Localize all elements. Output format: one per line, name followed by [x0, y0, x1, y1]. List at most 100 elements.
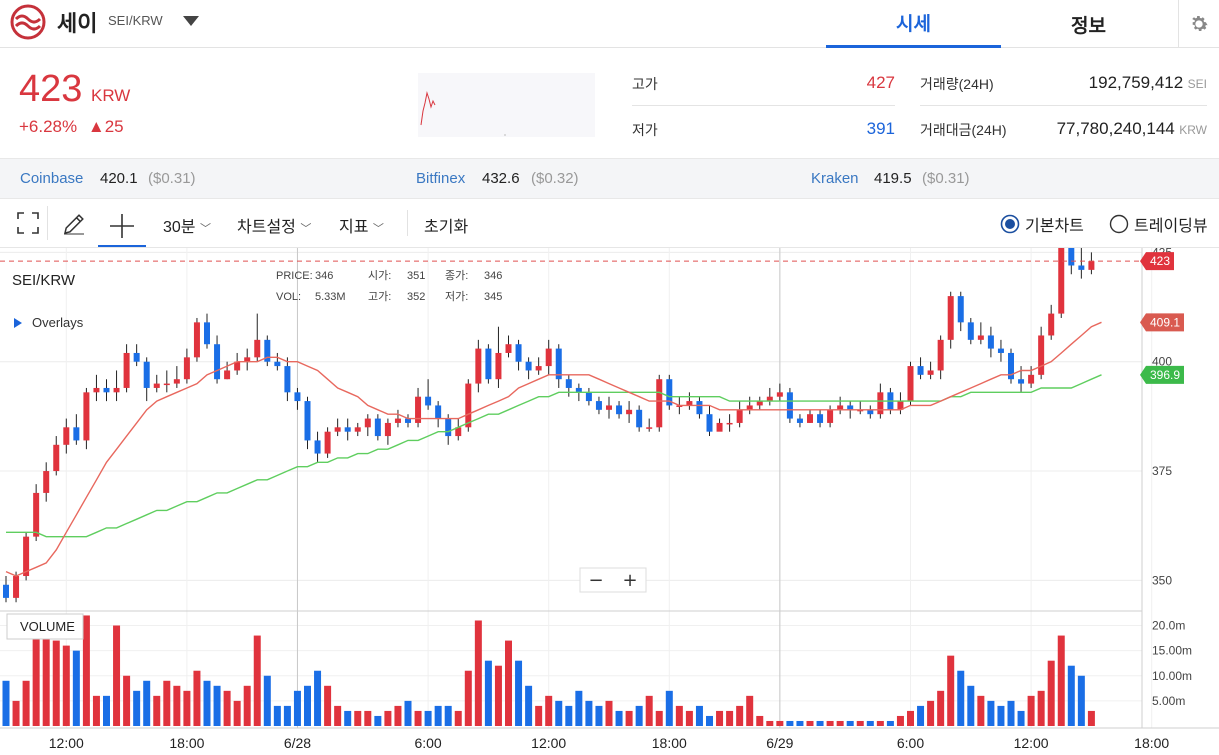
candle-body [435, 405, 442, 419]
candle-body [334, 427, 341, 432]
tab-price[interactable]: 시세 [826, 0, 1001, 48]
candle-body [1078, 265, 1085, 270]
last-price-tag: 423 [1150, 254, 1170, 268]
divider [632, 105, 895, 106]
candle-body [676, 405, 683, 407]
caret-down-icon[interactable] [183, 15, 199, 29]
overlays-toggle[interactable]: Overlays [32, 315, 84, 330]
info-open-label: 시가: [368, 269, 391, 282]
candle-body [927, 370, 934, 375]
sei-logo-icon [10, 4, 46, 40]
volume-bar [354, 710, 362, 726]
volume-bar [655, 710, 663, 726]
candle-body [987, 335, 994, 349]
candle-body [13, 576, 20, 598]
play-icon[interactable] [14, 318, 22, 328]
x-tick-label: 18:00 [1134, 735, 1169, 751]
candle-body [1058, 248, 1065, 314]
x-tick-label: 12:00 [1014, 735, 1049, 751]
volume-bar [113, 625, 121, 726]
candle-body [545, 348, 552, 367]
candle-body [163, 383, 170, 386]
tradingview-radio[interactable]: 트레이딩뷰 [1109, 212, 1208, 236]
candle-body [214, 344, 221, 380]
info-price-label: PRICE: [276, 270, 313, 282]
volume-bar [293, 690, 301, 726]
candles [3, 248, 1095, 603]
candle-body [515, 344, 522, 362]
volume-bar [1057, 635, 1065, 726]
candle-body [1068, 248, 1075, 266]
candle-body [907, 366, 914, 402]
volume-bar [454, 710, 462, 726]
exchange-name-kraken[interactable]: Kraken [811, 170, 859, 187]
candle-body [153, 383, 160, 388]
volume-bar [826, 720, 834, 726]
volume-24h-unit: SEI [1187, 77, 1207, 91]
volume-bar [42, 625, 50, 726]
volume-bar [756, 715, 764, 726]
toolbar-divider [407, 210, 408, 236]
candle-body [947, 296, 954, 340]
volume-bar [896, 715, 904, 726]
volume-bar [776, 720, 784, 726]
reset-button[interactable]: 초기화 [424, 219, 469, 236]
volume-bar [1047, 660, 1055, 726]
candle-body [847, 405, 854, 410]
volume-bar [836, 720, 844, 726]
fullscreen-icon[interactable] [17, 212, 39, 239]
exchange-price-kraken: 419.5 [874, 170, 912, 187]
candle-body [324, 431, 331, 454]
candle-body [616, 405, 623, 415]
change-amount: 25 [104, 117, 124, 136]
volume-bar [283, 705, 291, 726]
indicator-dropdown[interactable]: 지표 ﹀ [339, 213, 384, 237]
ma-slow-tag: 396.9 [1150, 368, 1180, 382]
ma-slow-tag-bg [1140, 365, 1184, 384]
info-high: 352 [407, 291, 425, 303]
volume-bar [766, 720, 774, 726]
tab-info[interactable]: 정보 [1071, 15, 1106, 37]
volume-bar [967, 685, 975, 726]
candlestick-chart[interactable]: 3503754004255.00m10.00m15.00m20.0m12:001… [0, 248, 1219, 755]
chart-settings-dropdown[interactable]: 차트설정 ﹀ [237, 213, 311, 237]
exchange-name-bitfinex[interactable]: Bitfinex [416, 170, 466, 187]
volume-bar [72, 650, 80, 726]
zoom-in-button[interactable]: + [622, 570, 637, 591]
volume-bar [133, 690, 141, 726]
volume-bar [143, 680, 151, 726]
candle-body [807, 414, 813, 423]
volume-bar [12, 700, 20, 726]
volume-bar [886, 720, 894, 726]
volume-bar [484, 660, 492, 726]
volume-bar [394, 705, 402, 726]
candle-body [294, 392, 301, 402]
candle-body [183, 357, 190, 380]
price-unit: KRW [91, 86, 131, 105]
volume-bar [494, 665, 502, 726]
pencil-icon[interactable] [62, 212, 86, 241]
coin-pair: SEI/KRW [108, 13, 163, 28]
info-low: 345 [484, 291, 502, 303]
volume-bar [404, 700, 412, 726]
candle-body [93, 387, 100, 393]
zoom-out-button[interactable]: − [588, 570, 603, 591]
chart-toolbar [0, 200, 1219, 248]
volume-bar [545, 695, 553, 726]
info-price: 346 [315, 270, 333, 282]
volume-bar [183, 690, 191, 726]
crosshair-icon [110, 214, 134, 238]
candle-body [666, 379, 673, 406]
candle-body [595, 401, 602, 410]
basic-chart-radio[interactable]: 기본차트 [1000, 212, 1084, 236]
crosshair-tool[interactable] [98, 204, 146, 247]
candle-body [585, 392, 592, 402]
info-low-label: 저가: [445, 290, 468, 303]
candle-body [274, 361, 281, 367]
gear-icon[interactable] [1178, 0, 1219, 48]
price-change: +6.28% ▲25 [19, 117, 124, 137]
candle-body [485, 348, 492, 380]
exchange-name-coinbase[interactable]: Coinbase [20, 170, 84, 187]
chart-axes: 3503754004255.00m10.00m15.00m20.0m12:001… [0, 248, 1219, 751]
interval-dropdown[interactable]: 30분 ﹀ [163, 213, 211, 237]
